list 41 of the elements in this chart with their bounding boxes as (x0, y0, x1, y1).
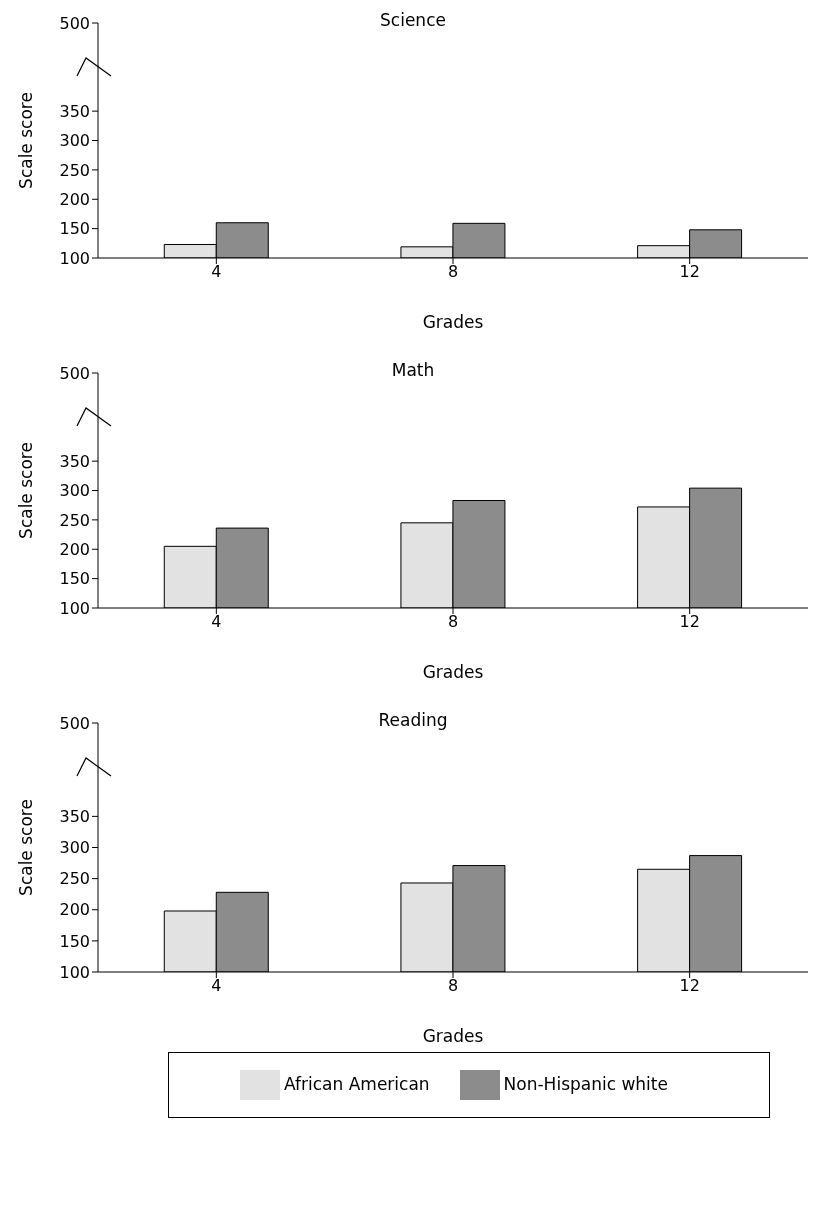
x-tick-label: 4 (211, 262, 222, 282)
x-tick-label: 8 (447, 262, 459, 282)
x-axis-title: Grades (422, 1026, 484, 1046)
legend-label: African American (284, 1074, 430, 1094)
x-tick-label: 4 (211, 612, 222, 632)
y-tick-label: 250 (59, 869, 90, 889)
legend-label: Non-Hispanic white (503, 1074, 668, 1094)
y-tick-label: 300 (59, 838, 90, 858)
y-tick-label: 150 (59, 569, 90, 589)
x-tick-label: 12 (679, 976, 700, 996)
y-tick-label: 500 (59, 13, 90, 33)
y-tick-label: 250 (59, 160, 90, 180)
chart-title: Reading (378, 710, 448, 730)
chart-title: Math (391, 360, 435, 380)
y-tick-label: 350 (59, 807, 90, 827)
y-axis-title: Scale score (16, 92, 37, 189)
y-tick-label: 200 (59, 539, 90, 559)
y-tick-label: 200 (59, 189, 90, 209)
y-axis-title: Scale score (16, 799, 37, 896)
y-tick-label: 300 (59, 481, 90, 501)
y-tick-label: 300 (59, 131, 90, 151)
x-tick-label: 4 (211, 976, 222, 996)
y-tick-label: 100 (59, 598, 90, 618)
x-tick-label: 12 (679, 262, 700, 282)
y-tick-label: 100 (59, 248, 90, 268)
y-tick-label: 350 (59, 451, 90, 471)
y-tick-label: 500 (59, 713, 90, 733)
y-tick-label: 100 (59, 962, 90, 982)
y-tick-label: 200 (59, 900, 90, 920)
x-axis-title: Grades (422, 312, 484, 332)
x-tick-label: 8 (447, 612, 459, 632)
y-axis-title: Scale score (16, 442, 37, 539)
y-tick-label: 150 (59, 219, 90, 239)
y-tick-label: 150 (59, 931, 90, 951)
y-tick-label: 250 (59, 510, 90, 530)
y-tick-label: 500 (59, 363, 90, 383)
y-tick-label: 350 (59, 101, 90, 121)
x-tick-label: 12 (679, 612, 700, 632)
x-axis-title: Grades (422, 662, 484, 682)
chart-title: Science (380, 10, 446, 30)
x-tick-label: 8 (447, 976, 459, 996)
